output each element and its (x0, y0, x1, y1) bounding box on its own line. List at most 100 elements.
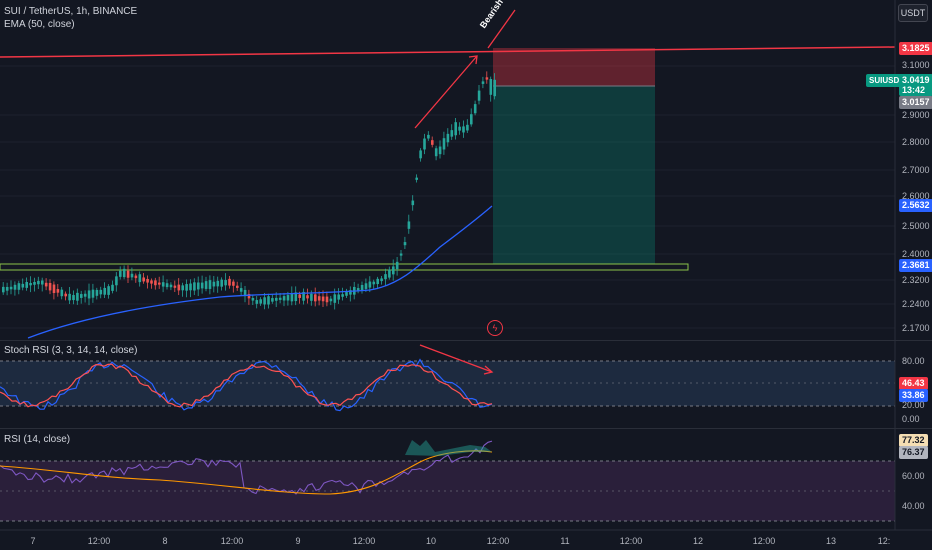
candle-body (236, 285, 239, 288)
price-tick: 2.9000 (902, 110, 930, 120)
symbol-legend[interactable]: SUI / TetherUS, 1h, BINANCE (4, 6, 138, 17)
stoch-tick: 20.00 (902, 400, 925, 410)
candle-body (306, 295, 309, 299)
candle-body (228, 278, 231, 286)
ema-legend[interactable]: EMA (50, close) (4, 19, 75, 30)
candle-body (158, 282, 161, 285)
candle-body (44, 282, 48, 287)
candle-body (95, 289, 99, 296)
candle-body (224, 280, 227, 286)
candle-body (2, 286, 5, 293)
rsi-legend[interactable]: RSI (14, close) (4, 434, 71, 445)
candle-body (99, 289, 103, 295)
candle-body (91, 289, 95, 298)
candle-body (294, 292, 298, 302)
time-tick: 12:00 (87, 536, 111, 546)
time-tick: 13 (825, 536, 837, 546)
candle-body (216, 280, 220, 287)
up-arrow-head (468, 55, 478, 65)
candle-body (107, 286, 110, 295)
candle-body (37, 280, 40, 285)
candle-body (446, 133, 450, 143)
candle-body (52, 284, 56, 294)
rsi-ma-tag: 77.32 (899, 434, 928, 447)
candle-body (333, 294, 337, 303)
candle-body (384, 274, 387, 280)
candle-body (154, 280, 157, 286)
candle-body (438, 146, 442, 155)
candle-body (360, 284, 364, 291)
time-tick: 12:00 (486, 536, 510, 546)
candle-body (41, 280, 44, 285)
candle-body (142, 277, 145, 282)
candle-body (181, 285, 184, 291)
stop-loss-zone[interactable] (493, 48, 655, 86)
candle-body (146, 278, 149, 283)
candle-body (111, 284, 114, 291)
up-arrow-shape[interactable] (414, 55, 478, 129)
rsi-overbought-fill (405, 440, 492, 456)
candle-body (200, 282, 204, 289)
stoch-d-line (0, 363, 493, 408)
ema-line (27, 205, 493, 339)
candle-body (56, 289, 60, 293)
candle-body (329, 298, 333, 302)
candle-body (185, 284, 188, 291)
candle-body (17, 283, 21, 290)
currency-button[interactable]: USDT (898, 4, 928, 22)
pointer-arrow[interactable] (487, 9, 516, 49)
time-tick: 9 (295, 536, 301, 546)
candle-body (263, 297, 266, 305)
candle-body (349, 290, 352, 295)
candle-body (395, 261, 399, 270)
candle-body (173, 285, 177, 288)
take-profit-zone[interactable] (493, 86, 655, 264)
time-tick: 10 (425, 536, 437, 546)
candle-body (212, 281, 216, 287)
price-tick: 2.5000 (902, 221, 930, 231)
candle-body (345, 292, 348, 296)
candle-body (302, 291, 305, 301)
time-tick: 8 (162, 536, 168, 546)
candle-body (481, 81, 485, 84)
candle-body (493, 79, 496, 97)
pane-separator[interactable] (0, 428, 932, 429)
candle-body (193, 282, 196, 291)
candle-body (415, 177, 418, 180)
candle-body (392, 266, 395, 275)
price-tick: 2.7000 (902, 165, 930, 175)
candle-body (251, 297, 255, 301)
lightning-icon[interactable]: ϟ (487, 320, 503, 336)
price-tick: 2.4000 (902, 249, 930, 259)
candle-body (290, 293, 294, 302)
candle-body (138, 274, 142, 283)
candle-body (427, 134, 430, 139)
candle-body (337, 294, 340, 300)
candle-body (165, 283, 169, 288)
candle-body (150, 280, 153, 284)
pane-separator[interactable] (0, 340, 932, 341)
candle-body (119, 270, 122, 277)
candle-body (364, 283, 368, 289)
divergence-line[interactable] (419, 344, 493, 373)
prev-price-tag: 3.0157 (899, 96, 932, 109)
stop-price-tag: 3.1825 (899, 42, 932, 55)
stoch-legend[interactable]: Stoch RSI (3, 3, 14, 14, close) (4, 345, 138, 356)
candle-body (317, 296, 321, 301)
countdown: 13:42 (902, 85, 926, 95)
price-tick: 2.3200 (902, 275, 930, 285)
last-price: 3.0419 (902, 75, 930, 85)
target-price-tag: 2.3681 (899, 259, 932, 272)
candle-body (298, 294, 301, 298)
candle-body (399, 253, 403, 256)
support-zone[interactable] (0, 263, 689, 271)
rsi-ma-line (0, 450, 493, 495)
candle-body (126, 270, 130, 278)
price-tick: 2.6000 (902, 191, 930, 201)
candle-body (243, 289, 247, 297)
candle-body (232, 281, 235, 286)
candle-body (403, 242, 407, 246)
candle-body (68, 293, 71, 301)
resistance-line[interactable] (0, 46, 896, 58)
